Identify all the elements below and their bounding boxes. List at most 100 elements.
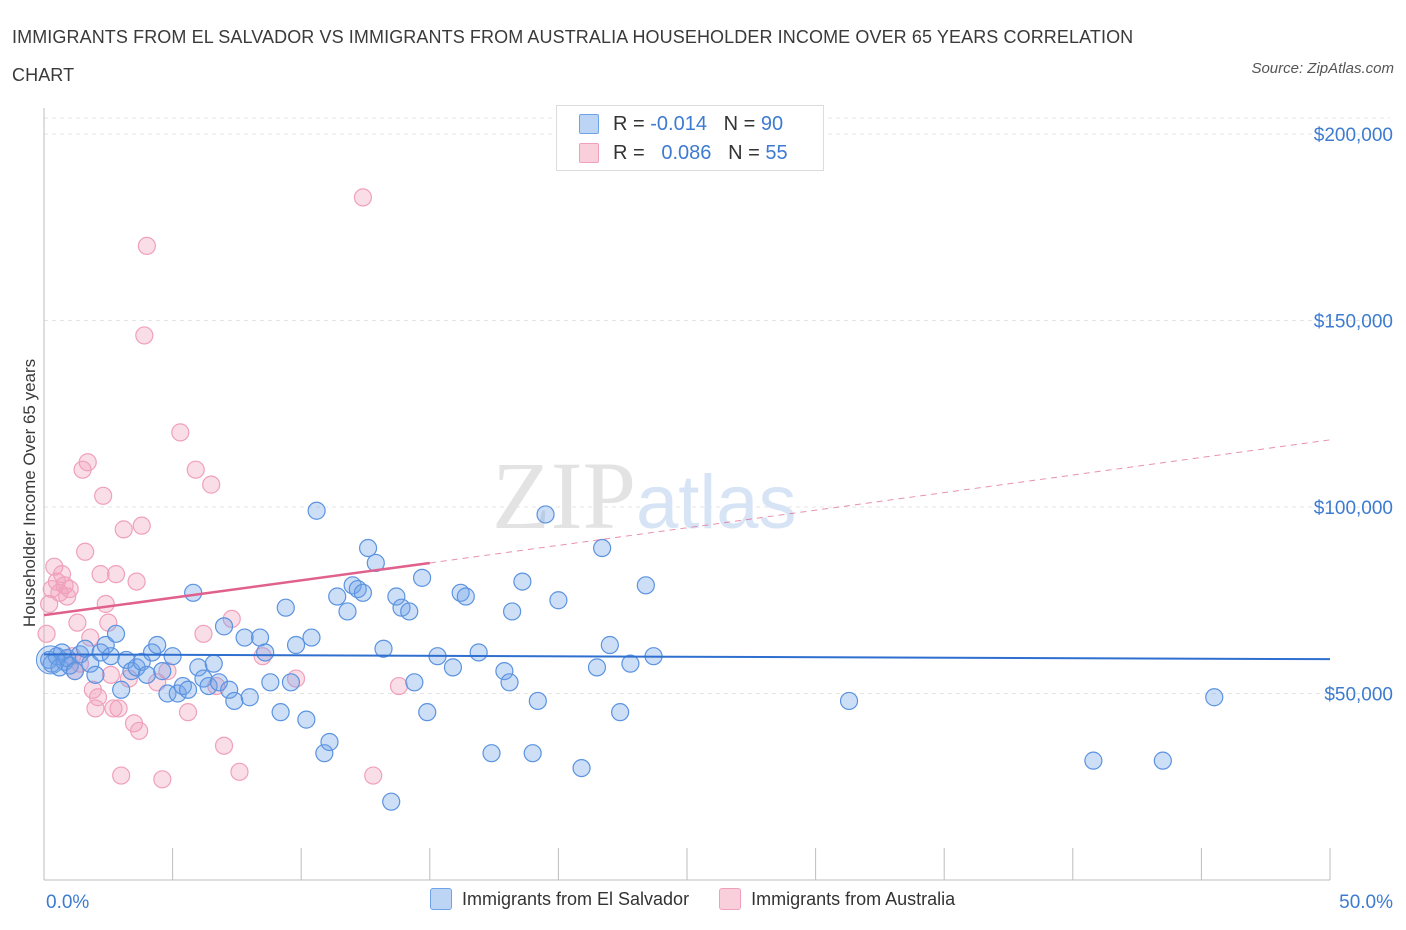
point-el-salvador (405, 673, 424, 692)
gridlines (44, 117, 1390, 694)
trend-australia-extended (429, 439, 1331, 564)
point-el-salvador (536, 505, 555, 524)
point-el-salvador (302, 628, 321, 647)
point-australia (353, 188, 373, 207)
point-el-salvador (158, 684, 177, 703)
point-el-salvador (358, 538, 378, 558)
y-tick-label: $100,000 (1314, 498, 1393, 519)
point-el-salvador (443, 658, 463, 677)
point-el-salvador (256, 643, 275, 662)
point-australia (58, 587, 77, 606)
point-australia (137, 236, 156, 255)
point-el-salvador (621, 654, 640, 673)
point-el-salvador (148, 635, 167, 655)
point-australia (94, 486, 113, 505)
watermark-zip: ZIP (492, 442, 636, 549)
point-el-salvador (482, 744, 501, 763)
point-australia (178, 703, 198, 722)
point-australia (214, 736, 234, 755)
watermark-atlas: atlas (636, 460, 797, 545)
point-el-salvador (528, 691, 547, 711)
point-australia (60, 579, 79, 599)
point-el-salvador (209, 673, 228, 692)
point-australia (230, 762, 249, 781)
point-australia (68, 613, 87, 632)
legend-swatch-australia (579, 143, 599, 163)
series-el-salvador-points (35, 501, 1224, 811)
x-tick-label-max: 50.0% (1339, 892, 1393, 913)
point-australia (81, 628, 100, 647)
legend-row-australia: R = 0.086 N = 55 (579, 139, 788, 167)
point-australia (186, 460, 205, 479)
point-australia (148, 673, 167, 692)
source-note: Source: ZipAtlas.com (1251, 60, 1394, 77)
point-el-salvador (338, 602, 357, 621)
point-el-salvador (101, 647, 120, 666)
legend-text-el-salvador: R = -0.014 N = 90 (613, 112, 784, 135)
point-el-salvador (1153, 751, 1172, 770)
x-tick-labels: 0.0% 50.0% (46, 892, 1393, 913)
legend-text-australia: R = 0.086 N = 55 (613, 141, 788, 164)
point-australia (202, 475, 221, 494)
point-australia (135, 326, 154, 345)
y-tick-label: $200,000 (1314, 125, 1393, 146)
point-australia (96, 594, 115, 614)
trend-el-salvador (43, 653, 1331, 661)
point-el-salvador (65, 662, 84, 681)
point-australia (364, 766, 383, 785)
point-el-salvador (418, 703, 437, 722)
point-el-salvador (106, 624, 126, 643)
legend-swatch-australia (719, 888, 742, 910)
point-el-salvador (587, 658, 607, 677)
point-australia (52, 565, 72, 584)
point-el-salvador (214, 617, 234, 636)
point-el-salvador (523, 744, 542, 763)
legend-label-el-salvador: Immigrants from El Salvador (462, 888, 690, 909)
point-el-salvador (112, 680, 131, 699)
legend-label-australia: Immigrants from Australia (751, 888, 956, 909)
series-legend: Immigrants from El Salvador Immigrants f… (430, 888, 985, 910)
x-tick-label-min: 0.0% (46, 892, 89, 913)
point-el-salvador (184, 583, 203, 602)
point-el-salvador (96, 635, 115, 655)
chart-title: IMMIGRANTS FROM EL SALVADOR VS IMMIGRANT… (12, 27, 1134, 85)
point-el-salvador (400, 602, 419, 621)
point-el-salvador (456, 587, 475, 606)
point-el-salvador (86, 665, 105, 684)
point-el-salvador (117, 650, 136, 670)
point-el-salvador (374, 639, 393, 658)
point-el-salvador (240, 688, 259, 707)
point-el-salvador (281, 673, 301, 692)
point-el-salvador (307, 501, 326, 520)
point-australia (222, 609, 241, 629)
legend-item-australia: Immigrants from Australia (719, 888, 955, 910)
point-australia (86, 699, 105, 718)
point-el-salvador (220, 680, 239, 699)
trend-lines (43, 439, 1331, 661)
series-australia-points (37, 188, 409, 789)
point-el-salvador (1084, 751, 1103, 770)
point-el-salvador (153, 662, 172, 681)
point-australia (109, 699, 128, 718)
point-el-salvador (286, 635, 306, 655)
point-el-salvador (839, 691, 859, 711)
point-el-salvador (353, 583, 373, 602)
point-australia (101, 665, 120, 684)
point-el-salvador (500, 673, 519, 692)
point-australia (40, 594, 59, 614)
point-australia (112, 766, 131, 785)
point-australia (104, 699, 123, 718)
point-el-salvador (271, 703, 290, 722)
point-el-salvador (320, 732, 339, 752)
point-el-salvador (495, 662, 514, 681)
legend-item-el-salvador: Immigrants from El Salvador (430, 888, 689, 910)
point-el-salvador (235, 628, 254, 647)
axes (43, 108, 1331, 881)
point-el-salvador (412, 568, 432, 587)
point-australia (114, 520, 133, 539)
point-el-salvador (1205, 688, 1224, 707)
point-el-salvador (600, 635, 619, 655)
point-australia (88, 688, 108, 707)
point-el-salvador (593, 538, 612, 558)
